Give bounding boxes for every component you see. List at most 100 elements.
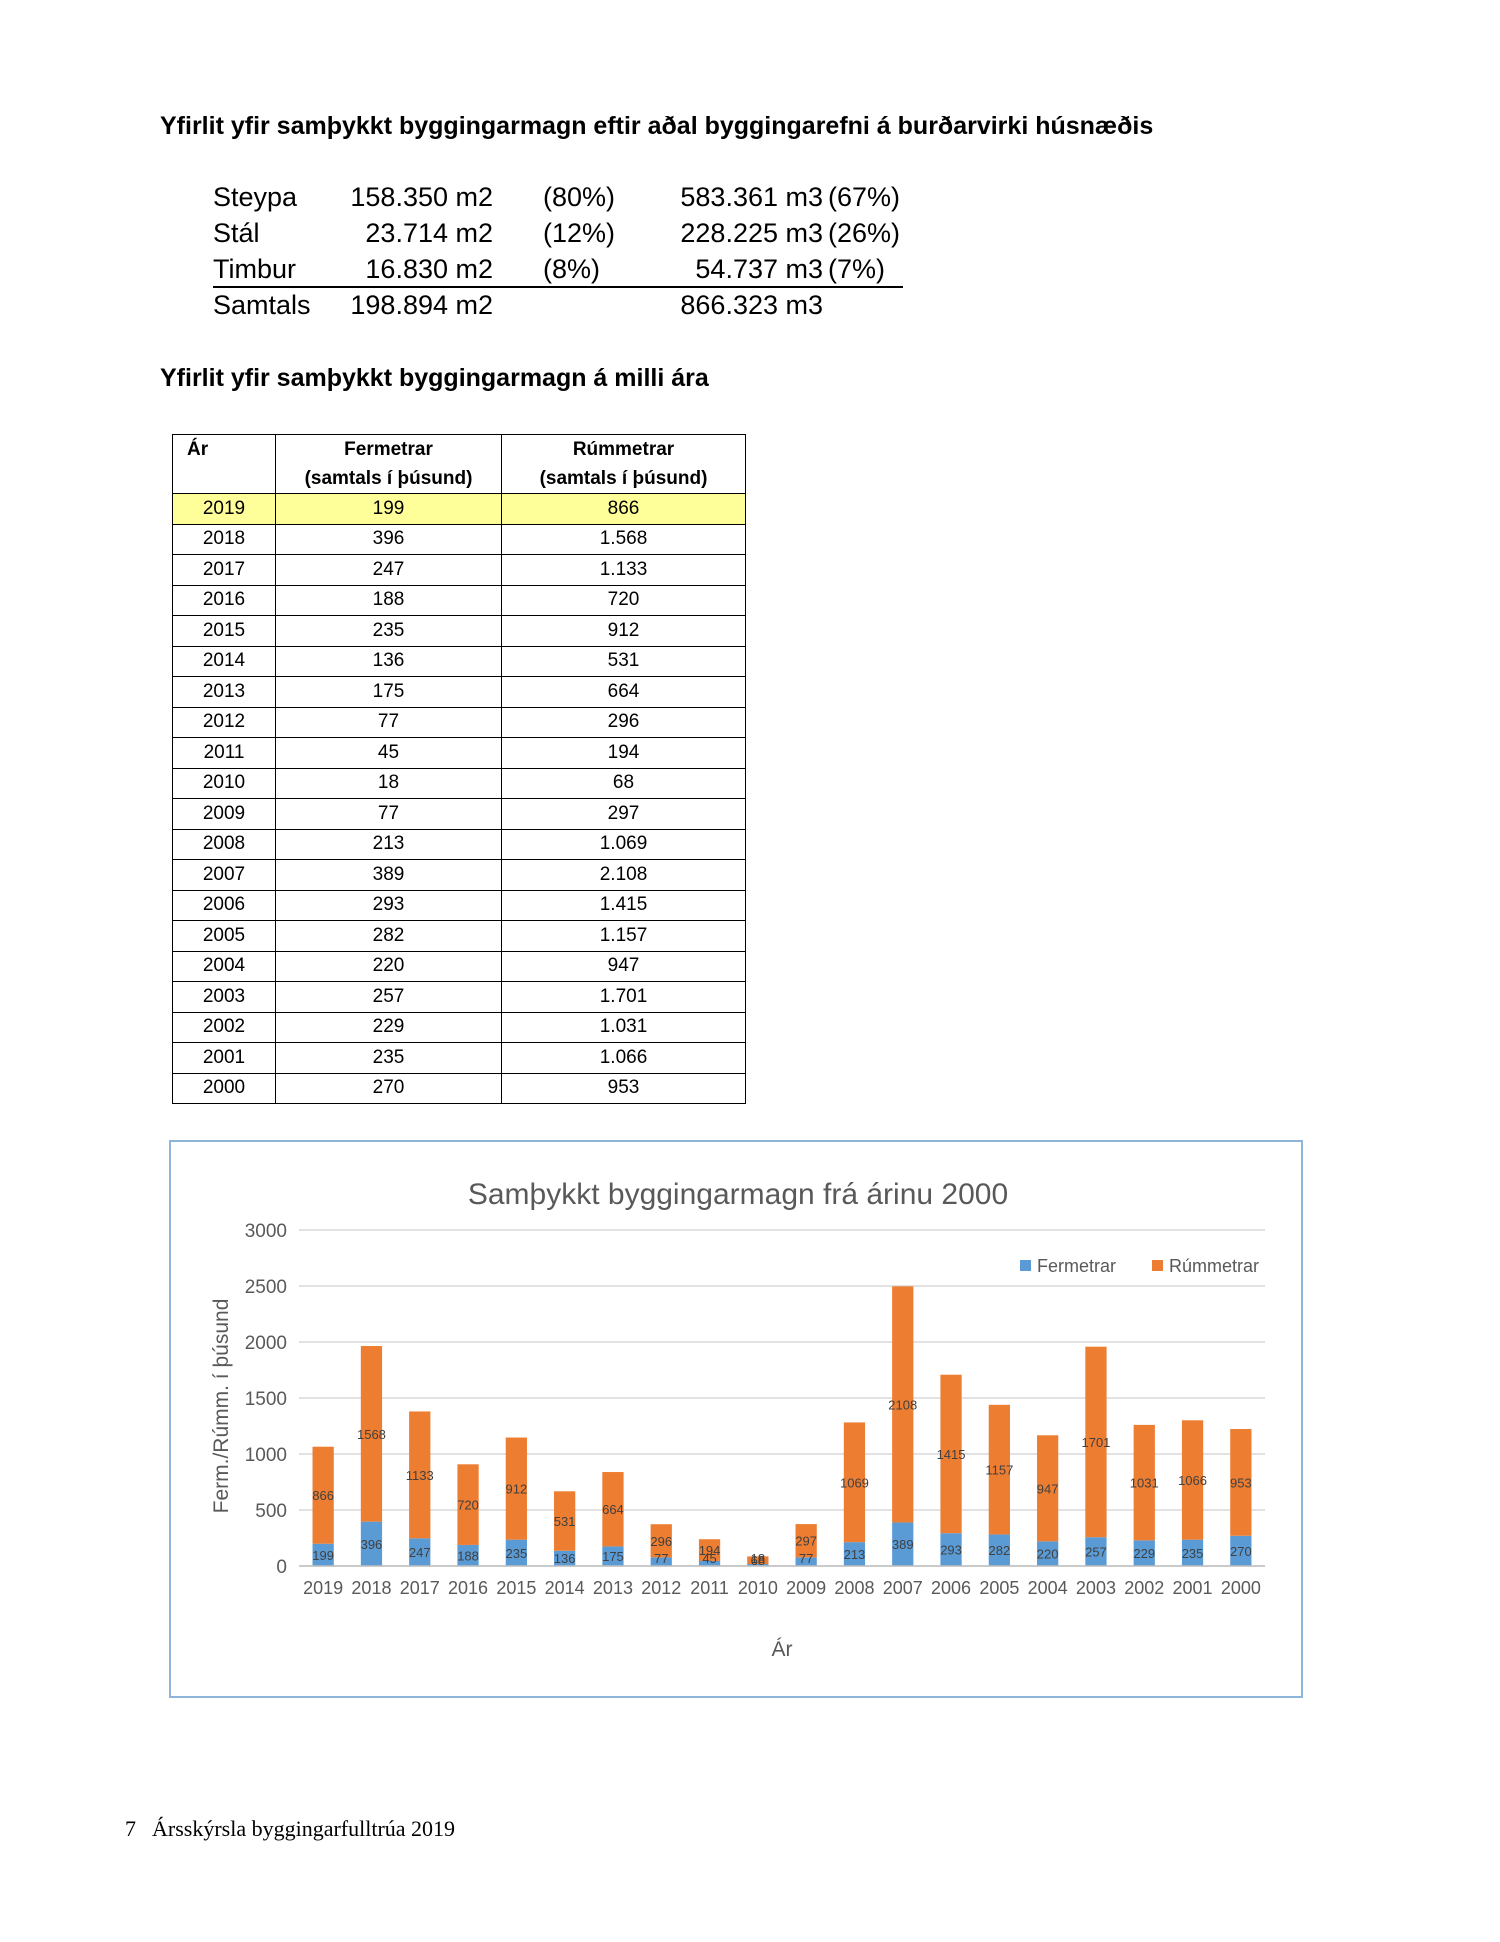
year-cell: 2006 [172,889,276,921]
data-label-fermetrar: 235 [1182,1546,1204,1561]
material-m2: 16.830 m2 [365,254,493,284]
bar-rummetrar [602,1472,624,1547]
data-label-fermetrar: 199 [312,1548,334,1563]
data-label-fermetrar: 77 [654,1551,668,1566]
m2-cell: 188 [275,584,502,616]
y-tick-label: 500 [255,1501,287,1522]
x-tick-label: 2012 [641,1578,681,1598]
data-label-rummetrar: 1157 [985,1463,1013,1478]
bar-rummetrar [1181,1420,1204,1540]
legend-label-fermetrar: Fermetrar [1037,1256,1116,1276]
data-label-rummetrar: 912 [505,1482,527,1497]
bar-rummetrar [457,1464,479,1545]
table-row: 2015 235 912 [172,615,746,647]
material-total-row: Samtals 198.894 m2 866.323 m3 [213,290,903,326]
x-tick-label: 2008 [834,1578,874,1598]
bar-rummetrar [1133,1424,1155,1541]
m3-cell: 1.568 [501,523,746,555]
bar-fermetrar [1085,1537,1107,1566]
data-label-rummetrar: 297 [795,1534,817,1549]
chart-title: Samþykkt byggingarmagn frá árinu 2000 [468,1178,1008,1211]
data-label-rummetrar: 1031 [1130,1476,1159,1491]
bar-rummetrar [892,1286,914,1523]
year-cell: 2012 [172,706,276,738]
legend-label-rummetrar: Rúmmetrar [1169,1256,1259,1276]
x-tick-label: 2001 [1173,1578,1213,1598]
header-m2: Fermetrar (samtals í þúsund) [275,434,502,494]
data-label-fermetrar: 396 [361,1537,383,1552]
x-tick-label: 2009 [786,1578,826,1598]
data-label-fermetrar: 257 [1085,1545,1107,1560]
m3-cell: 1.069 [501,828,746,860]
year-cell: 2002 [172,1011,276,1043]
material-m2: 198.894 m2 [350,290,493,320]
table-row: 2010 18 68 [172,767,746,799]
table-row: 2011 45 194 [172,737,746,769]
y-tick-label: 0 [276,1557,287,1578]
bar-fermetrar [554,1550,576,1566]
year-cell: 2008 [172,828,276,860]
material-m3-pct: (26%) [828,218,901,248]
material-name: Steypa [213,182,298,212]
legend-swatch [1020,1260,1031,1271]
material-name: Samtals [213,290,311,320]
bar-rummetrar [940,1374,962,1534]
year-table: Ár Fermetrar (samtals í þúsund) Rúmmetrar… [172,434,746,1104]
x-tick-label: 2017 [400,1578,440,1598]
m3-cell: 947 [501,950,746,982]
heading-materials: Yfirlit yfir samþykkt byggingarmagn efti… [160,112,1154,140]
data-label-rummetrar: 1568 [357,1427,386,1442]
year-cell: 2001 [172,1042,276,1074]
table-row: 2001 235 1.066 [172,1042,746,1074]
year-cell: 2015 [172,615,276,647]
bar-fermetrar [843,1542,866,1566]
table-row: 2007 389 2.108 [172,859,746,891]
data-label-fermetrar: 213 [844,1547,866,1562]
material-row: Steypa 158.350 m2 (80%) 583.361 m3 (67%) [213,182,903,218]
bar-rummetrar [747,1556,769,1564]
bar-rummetrar [1230,1429,1252,1536]
x-tick-label: 2000 [1221,1578,1261,1598]
material-name: Stál [213,218,260,248]
bar-fermetrar [747,1563,769,1566]
year-cell: 2016 [172,584,276,616]
data-label-fermetrar: 175 [602,1549,624,1564]
bar-rummetrar [698,1539,721,1561]
table-row: 2016 188 720 [172,584,746,616]
m3-cell: 1.415 [501,889,746,921]
data-label-fermetrar: 293 [940,1543,962,1558]
m2-cell: 270 [275,1072,502,1104]
data-label-rummetrar: 720 [457,1498,479,1513]
year-cell: 2000 [172,1072,276,1104]
data-label-rummetrar: 947 [1037,1481,1059,1496]
data-label-rummetrar: 194 [699,1543,721,1558]
m3-cell: 664 [501,676,746,708]
stacked-bar-chart: Samþykkt byggingarmagn frá árinu 2000 0 50… [210,1178,1265,1661]
m3-cell: 68 [501,767,746,799]
bar-rummetrar [312,1446,334,1544]
x-tick-label: 2018 [351,1578,391,1598]
year-cell: 2014 [172,645,276,677]
m3-cell: 1.066 [501,1042,746,1074]
bar-fermetrar [1230,1535,1252,1566]
year-cell: 2018 [172,523,276,555]
data-label-fermetrar: 270 [1230,1544,1252,1559]
bar-rummetrar [795,1524,817,1558]
material-m2-pct: (8%) [543,254,601,284]
material-m2: 158.350 m2 [350,182,493,212]
data-label-fermetrar: 220 [1037,1547,1059,1562]
year-cell: 2003 [172,981,276,1013]
page-number: 7 [125,1816,136,1841]
data-label-rummetrar: 866 [312,1488,334,1503]
bar-fermetrar [650,1557,672,1566]
x-tick-label: 2013 [593,1578,633,1598]
m2-cell: 18 [275,767,502,799]
bar-rummetrar [505,1437,527,1540]
x-tick-label: 2010 [738,1578,778,1598]
material-row: Timbur 16.830 m2 (8%) 54.737 m3 (7%) [213,254,903,290]
bar-rummetrar [650,1524,672,1558]
material-m2-pct: (80%) [543,182,616,212]
material-m2: 23.714 m2 [365,218,493,248]
m3-cell: 531 [501,645,746,677]
m2-cell: 45 [275,737,502,769]
